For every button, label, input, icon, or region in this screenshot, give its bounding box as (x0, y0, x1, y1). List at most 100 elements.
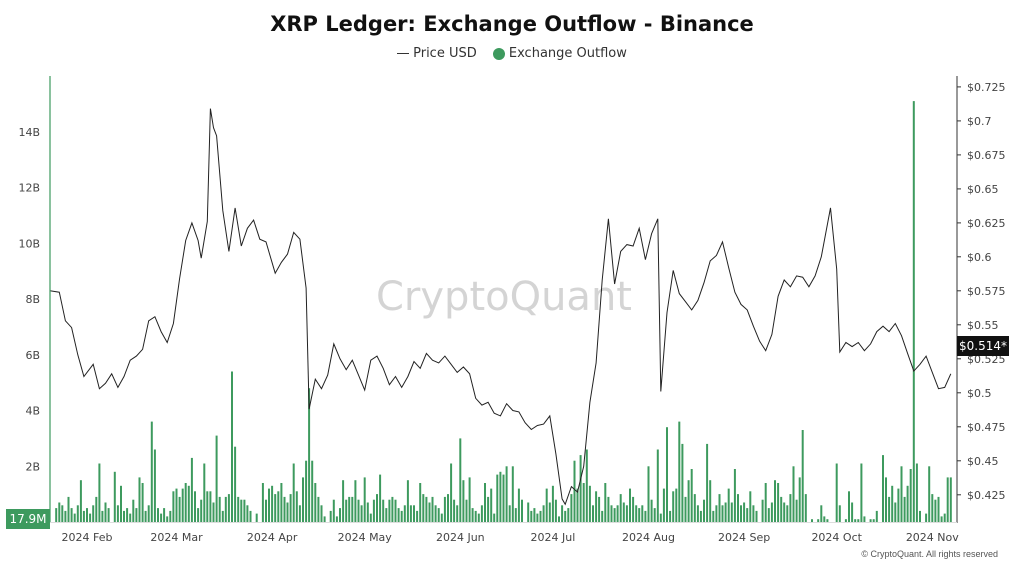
outflow-bar (400, 510, 403, 522)
outflow-bar (120, 485, 122, 522)
outflow-bar (169, 510, 172, 522)
outflow-bar (783, 502, 786, 522)
outflow-bar (770, 502, 773, 522)
outflow-bar (949, 477, 952, 522)
outflow-bar (292, 463, 295, 522)
outflow-bar (431, 496, 434, 522)
outflow-bar (471, 508, 474, 522)
outflow-bar (687, 480, 690, 522)
outflow-bar (314, 483, 317, 522)
left-tick-label: 2B (25, 460, 40, 473)
outflow-bar (484, 483, 486, 522)
outflow-bar (440, 513, 443, 522)
outflow-bar (129, 513, 132, 522)
outflow-bar (82, 510, 85, 522)
outflow-bar (635, 505, 638, 522)
outflow-bar (413, 505, 415, 522)
outflow-bar (675, 488, 678, 522)
outflow-bar (329, 510, 332, 522)
outflow-bar (394, 499, 397, 522)
outflow-bar (539, 510, 542, 522)
outflow-bar (249, 510, 252, 522)
outflow-bar (231, 371, 233, 522)
outflow-bar (934, 499, 937, 522)
outflow-bar (564, 510, 567, 522)
outflow-bar (749, 491, 752, 522)
outflow-bar (104, 502, 107, 522)
price-line (49, 108, 952, 506)
outflow-bar (875, 510, 878, 522)
outflow-bar (508, 505, 511, 522)
outflow-bar (157, 508, 159, 522)
outflow-bar (172, 491, 175, 522)
outflow-bar (274, 494, 277, 522)
outflow-bar (554, 499, 557, 522)
outflow-bar (351, 496, 354, 522)
outflow-bar (860, 463, 863, 522)
outflow-bar (937, 496, 940, 522)
outflow-bar (101, 510, 104, 522)
outflow-bar (561, 505, 564, 522)
left-tick-label: 6B (25, 349, 40, 362)
outflow-bar (335, 516, 338, 522)
outflow-bar (345, 499, 348, 522)
legend-item-price[interactable]: Price USD (397, 46, 477, 61)
outflow-bar (690, 469, 693, 522)
right-tick-label: $0.475 (967, 421, 1006, 434)
outflow-bar (234, 446, 237, 522)
outflow-bar (792, 466, 795, 523)
legend-item-outflow[interactable]: Exchange Outflow (492, 46, 627, 61)
left-axis-ticks: 2B 4B 6B 8B 10B 12B 14B (18, 126, 40, 473)
outflow-bar (363, 477, 366, 522)
outflow-bar (419, 483, 422, 522)
outflow-bar (650, 499, 653, 522)
outflow-bar (243, 499, 246, 522)
outflow-bar (835, 463, 838, 522)
outflow-bar (826, 519, 829, 522)
outflow-bar (224, 496, 227, 522)
right-tick-label: $0.425 (967, 489, 1006, 502)
right-tick-label: $0.675 (967, 149, 1006, 162)
x-tick-label: 2024 Mar (150, 531, 203, 544)
x-axis-ticks: 2024 Feb 2024 Mar 2024 Apr 2024 May 2024 Jun… (62, 531, 960, 544)
outflow-bar (622, 502, 625, 522)
outflow-bar (206, 491, 209, 522)
outflow-bar (385, 508, 388, 522)
x-tick-label: 2024 Jun (436, 531, 485, 544)
outflow-bar (496, 474, 499, 522)
outflow-bar (669, 510, 672, 522)
outflow-bar (160, 513, 163, 522)
outflow-bar (480, 505, 483, 522)
copyright-notice: © CryptoQuant. All rights reserved (861, 549, 998, 559)
circle-swatch-icon (492, 47, 505, 60)
outflow-bar (601, 510, 604, 522)
outflow-bar (795, 499, 798, 522)
outflow-bar (811, 519, 813, 522)
outflow-bar (493, 513, 496, 522)
outflow-bar (320, 505, 323, 522)
outflow-bar (777, 483, 780, 522)
legend-outflow-label: Exchange Outflow (508, 46, 627, 61)
outflow-bar (366, 502, 369, 522)
outflow-bar (619, 494, 622, 522)
outflow-bar (632, 496, 635, 522)
outflow-bar (79, 480, 82, 522)
right-tick-label: $0.625 (967, 217, 1006, 230)
outflow-bar (823, 516, 826, 522)
outflow-bar (283, 496, 286, 522)
outflow-bar (246, 505, 249, 522)
left-tick-label: 8B (25, 293, 40, 306)
outflow-bar (369, 513, 372, 522)
outflow-bar (221, 510, 224, 522)
outflow-bar (255, 513, 258, 522)
outflow-bar (397, 508, 400, 522)
outflow-bar (382, 499, 385, 522)
outflow-bar (280, 483, 283, 522)
outflow-bar (416, 510, 419, 522)
right-tick-label: $0.725 (967, 81, 1006, 94)
outflow-bar (194, 491, 196, 522)
outflow-bar (144, 510, 147, 522)
outflow-bar (869, 519, 872, 522)
outflow-bar (70, 508, 73, 522)
outflow-bar (434, 505, 437, 522)
